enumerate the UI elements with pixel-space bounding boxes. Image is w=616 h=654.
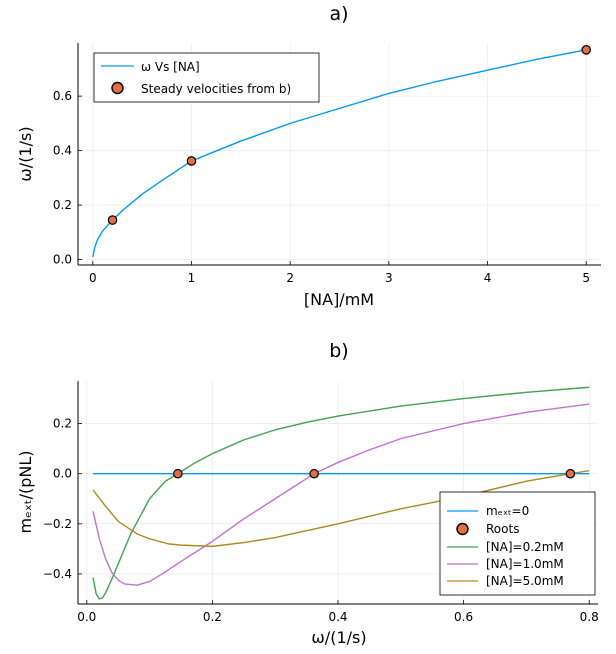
y-tick-label: 0.2 (53, 417, 72, 431)
x-tick-label: 2 (286, 271, 294, 285)
x-tick-label: 0 (89, 271, 97, 285)
legend-entry-na-0-2: [NA]=0.2mM (486, 540, 564, 554)
data-point (565, 468, 576, 479)
y-tick-label: −0.2 (43, 517, 72, 531)
panel-b: b) 0.0 0.2 0.4 0.6 0.8 −0.4 −0.2 0.0 0.2 ω/(1/s)… (16, 340, 599, 647)
data-point (107, 215, 118, 225)
panel-b-x-axis-label: ω/(1/s) (311, 628, 366, 647)
x-tick-label: 0.4 (328, 610, 347, 624)
y-tick-label: 0.2 (53, 198, 72, 212)
panel-a-legend: ω Vs [NA] Steady velocities from b) (93, 52, 320, 103)
legend-swatch-marker (456, 522, 469, 536)
panel-a-legend-box (93, 52, 320, 103)
data-point (186, 156, 197, 166)
x-tick-label: 0.8 (580, 610, 599, 624)
panel-b-title: b) (329, 340, 348, 362)
series-line-na-5-0mm (92, 470, 590, 548)
legend-entry-mext-zero: mₑₓₜ=0 (486, 504, 529, 518)
panel-a-x-axis-label: [NA]/mM (304, 290, 374, 309)
data-point (309, 468, 319, 479)
x-tick-label: 1 (188, 271, 196, 285)
legend-entry-roots: Roots (486, 522, 519, 536)
legend-swatch-marker (111, 81, 124, 95)
panel-b-legend: mₑₓₜ=0 Roots [NA]=0.2mM [NA]=1.0mM [NA]=… (439, 491, 596, 596)
legend-entry-na-5-0: [NA]=5.0mM (486, 574, 564, 588)
panel-b-legend-box (439, 491, 596, 596)
y-tick-label: 0.0 (53, 253, 72, 267)
legend-entry-na-1-0: [NA]=1.0mM (486, 557, 564, 571)
legend-entry-omega-vs-na: ω Vs [NA] (141, 60, 200, 74)
legend-entry-steady-velocities: Steady velocities from b) (141, 82, 291, 96)
panel-a-title: a) (329, 3, 348, 25)
y-tick-label: 0.6 (53, 89, 72, 103)
panel-a-y-axis-label: ω/(1/s) (16, 126, 35, 181)
x-tick-label: 3 (385, 271, 393, 285)
y-tick-label: 0.4 (53, 144, 72, 158)
data-point (173, 468, 183, 479)
y-tick-label: −0.4 (43, 567, 72, 581)
data-point (581, 45, 591, 55)
panel-a: a) 0 1 2 3 4 5 0.0 0.2 0.4 0.6 [NA]/mM ω/(1/s) ω … (16, 3, 601, 309)
series-line-na-1-0mm (92, 403, 590, 586)
y-tick-label: 0.0 (53, 467, 72, 481)
x-tick-label: 4 (484, 271, 492, 285)
x-tick-label: 0.0 (77, 610, 96, 624)
panel-b-y-axis-label: mₑₓₜ/(pNL) (16, 451, 35, 534)
x-tick-label: 0.2 (203, 610, 222, 624)
x-tick-label: 5 (582, 271, 590, 285)
x-tick-label: 0.6 (454, 610, 473, 624)
